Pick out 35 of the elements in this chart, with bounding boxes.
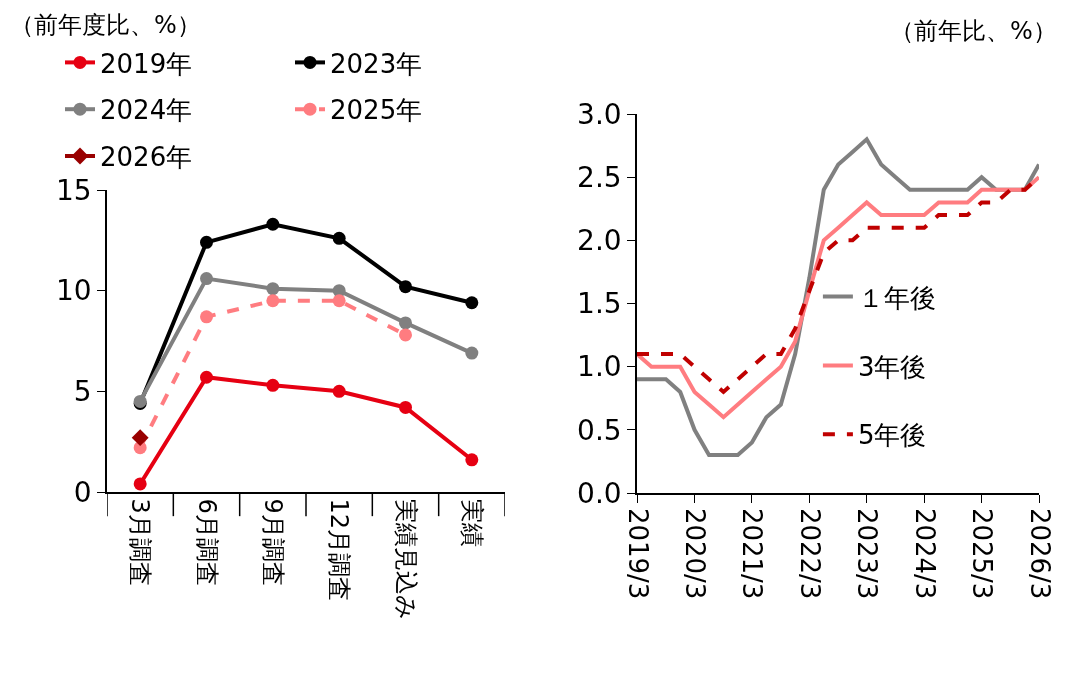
x-tick-label: 12月調査 xyxy=(325,498,354,602)
legend-label: 3年後 xyxy=(857,351,927,382)
x-tick-label: 3月調査 xyxy=(126,498,155,586)
legend-label: 2025年 xyxy=(330,95,423,126)
y-tick-label: 15 xyxy=(56,173,92,207)
legend-label: 2024年 xyxy=(100,95,193,126)
y-axis-title: （前年比、%） xyxy=(890,17,1057,45)
y-tick-label: 2.5 xyxy=(577,160,622,194)
y-tick-label: 5 xyxy=(73,375,92,409)
y-tick-label: 2.0 xyxy=(577,224,622,258)
legend-label: 2026年 xyxy=(100,142,193,173)
y-tick-label: 3.0 xyxy=(577,97,622,131)
x-tick-label: 2022/3 xyxy=(794,507,825,600)
y-tick-label: 1.0 xyxy=(577,350,622,384)
legend-label: １年後 xyxy=(857,282,936,313)
x-tick-label: 2020/3 xyxy=(680,507,711,600)
y-axis-title: （前年度比、%） xyxy=(10,11,201,39)
legend-label: 2023年 xyxy=(330,48,423,79)
x-tick-label: 2019/3 xyxy=(622,507,653,600)
y-tick-label: 0.5 xyxy=(577,413,622,447)
y-tick-label: 10 xyxy=(56,274,92,308)
x-tick-label: 2026/3 xyxy=(1024,507,1055,600)
x-tick-label: 実績見込み xyxy=(391,498,420,620)
y-tick-label: 0 xyxy=(73,475,92,509)
x-tick-label: 6月調査 xyxy=(192,498,221,586)
x-tick-label: 2023/3 xyxy=(852,507,883,600)
y-tick-label: 0.0 xyxy=(577,476,622,510)
y-tick-label: 1.5 xyxy=(577,287,622,321)
x-tick-label: 9月調査 xyxy=(259,498,288,586)
x-tick-label: 2021/3 xyxy=(737,507,768,600)
x-tick-label: 2024/3 xyxy=(909,507,940,600)
legend-label: 2019年 xyxy=(100,48,193,79)
x-tick-label: 2025/3 xyxy=(967,507,998,600)
legend-label: 5年後 xyxy=(857,420,927,451)
x-tick-label: 実績 xyxy=(458,498,487,547)
